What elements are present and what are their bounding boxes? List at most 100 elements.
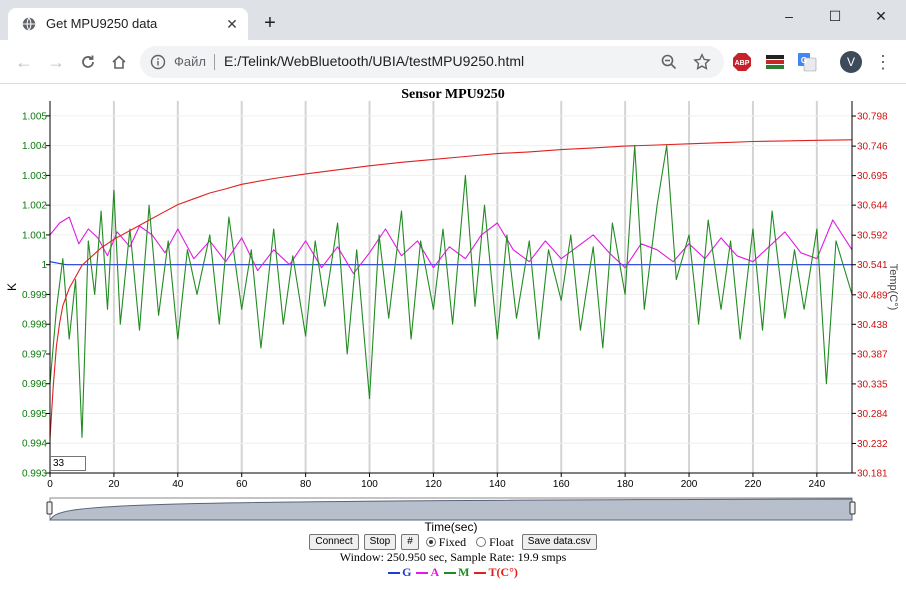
legend-item-a: A	[416, 565, 439, 580]
omnibox-divider	[214, 54, 215, 70]
y-tick-label: 0.993	[22, 469, 47, 480]
globe-icon	[22, 17, 36, 31]
minimize-button[interactable]: –	[785, 8, 793, 24]
fixed-radio[interactable]	[425, 537, 436, 548]
legend-label: T(C°)	[488, 565, 518, 579]
translate-icon[interactable]: G	[797, 52, 817, 72]
y2-tick-label: 30.387	[857, 349, 888, 360]
x-tick-label: 20	[108, 479, 120, 490]
reload-icon[interactable]	[76, 50, 100, 74]
y2-tick-label: 30.438	[857, 320, 888, 331]
legend-swatch	[474, 572, 487, 575]
control-row: Connect Stop # Fixed Float Save data.csv	[0, 534, 906, 552]
y2-tick-label: 30.592	[857, 231, 888, 242]
y2-tick-label: 30.644	[857, 201, 888, 212]
y-tick-label: 1.002	[22, 201, 47, 212]
y-tick-label: 1	[41, 260, 47, 271]
forward-arrow-icon[interactable]: →	[47, 52, 65, 72]
star-icon[interactable]	[693, 53, 711, 71]
stop-button[interactable]: Stop	[363, 534, 397, 551]
series-line-tc	[49, 139, 853, 439]
float-radio[interactable]	[476, 537, 487, 548]
legend-label: A	[430, 565, 440, 579]
adblock-icon[interactable]: ABP	[732, 52, 752, 72]
browser-titlebar: Get MPU9250 data ✕ + – ☐ ✕	[0, 0, 906, 40]
legend: G A M T(C°)	[0, 565, 906, 580]
legend-swatch	[416, 572, 429, 575]
legend-item-m: M	[444, 565, 469, 580]
y2-tick-label: 30.181	[857, 469, 888, 480]
y-tick-label: 1.003	[22, 171, 47, 182]
svg-text:ABP: ABP	[735, 60, 750, 67]
y-tick-label: 0.994	[22, 439, 47, 450]
legend-swatch	[444, 572, 457, 575]
x-axis-label: Time(sec)	[425, 520, 478, 534]
y2-tick-label: 30.284	[857, 409, 888, 420]
legend-swatch	[388, 572, 401, 575]
back-arrow-icon[interactable]: ←	[15, 52, 33, 72]
range-handle-right	[849, 501, 856, 515]
browser-toolbar: ← → Файл E:/Telink/WebBluetooth/UBIA/tes…	[0, 40, 906, 84]
address-bar[interactable]: Файл E:/Telink/WebBluetooth/UBIA/testMPU…	[140, 46, 724, 78]
browser-tab[interactable]: Get MPU9250 data ✕	[8, 8, 248, 40]
x-tick-label: 180	[617, 479, 634, 490]
y-tick-label: 1.001	[22, 230, 47, 241]
series-line-m	[49, 145, 853, 438]
float-label: Float	[489, 534, 514, 549]
legend-label: G	[402, 565, 412, 579]
maximize-button[interactable]: ☐	[828, 8, 842, 24]
hash-button[interactable]: #	[401, 534, 419, 551]
y-tick-label: 1.005	[22, 111, 47, 122]
page-content: Sensor MPU9250 0.993 0.994 0.995 0.996 0.997…	[0, 84, 906, 590]
menu-dots-icon[interactable]: ⋮	[874, 52, 892, 72]
x-tick-label: 100	[361, 479, 378, 490]
page-title: Sensor MPU9250	[401, 87, 505, 102]
connect-button[interactable]: Connect	[309, 534, 359, 551]
plus-icon[interactable]: +	[264, 12, 276, 34]
y-tick-label: 1.004	[22, 141, 47, 152]
y-tick-label: 0.998	[22, 320, 47, 331]
home-icon[interactable]	[107, 50, 131, 74]
zoom-out-icon[interactable]	[660, 53, 678, 71]
x-tick-label: 240	[809, 479, 826, 490]
y2-tick-label: 30.695	[857, 171, 888, 182]
sensor-chart: 0.993 0.994 0.995 0.996 0.997 0.998 0.999 1 1.00…	[5, 101, 899, 534]
save-csv-button[interactable]: Save data.csv	[521, 534, 597, 551]
y-axis-label: K	[5, 283, 19, 291]
window-close-button[interactable]: ✕	[875, 8, 887, 24]
x-tick-label: 200	[681, 479, 698, 490]
x-tick-label: 120	[425, 479, 442, 490]
fixed-label: Fixed	[438, 534, 467, 549]
y2-axis-label: Temp(C°)	[887, 264, 899, 311]
svg-text:G: G	[801, 56, 807, 65]
x-tick-label: 80	[300, 479, 312, 490]
x-tick-label: 40	[172, 479, 184, 490]
y2-tick-label: 30.232	[857, 439, 888, 450]
x-tick-label: 60	[236, 479, 248, 490]
y-tick-label: 0.995	[22, 409, 47, 420]
info-icon[interactable]	[150, 54, 166, 70]
x-tick-label: 140	[489, 479, 506, 490]
scheme-label: Файл	[174, 54, 206, 69]
status-text: Window: 250.950 sec, Sample Rate: 19.9 s…	[339, 550, 567, 564]
legend-item-g: G	[388, 565, 411, 580]
range-handle-left	[46, 501, 53, 515]
window-size-input[interactable]	[50, 456, 86, 471]
url-text[interactable]: E:/Telink/WebBluetooth/UBIA/testMPU9250.…	[224, 53, 525, 69]
x-tick-label: 220	[745, 479, 762, 490]
y2-tick-label: 30.746	[857, 142, 888, 153]
y2-tick-label: 30.541	[857, 260, 888, 271]
y2-tick-label: 30.335	[857, 379, 888, 390]
y2-tick-label: 30.489	[857, 290, 888, 301]
avatar[interactable]: V	[840, 51, 862, 73]
y-tick-label: 0.997	[22, 349, 47, 360]
y-tick-label: 0.999	[22, 290, 47, 301]
x-tick-label: 160	[553, 479, 570, 490]
range-selector-area	[49, 498, 853, 521]
legend-label: M	[458, 565, 470, 579]
close-icon[interactable]: ✕	[226, 16, 238, 32]
y2-tick-label: 30.798	[857, 112, 888, 123]
tab-title: Get MPU9250 data	[46, 16, 158, 31]
legend-item-t: T(C°)	[474, 565, 518, 580]
extension-flag-icon[interactable]	[765, 52, 785, 72]
